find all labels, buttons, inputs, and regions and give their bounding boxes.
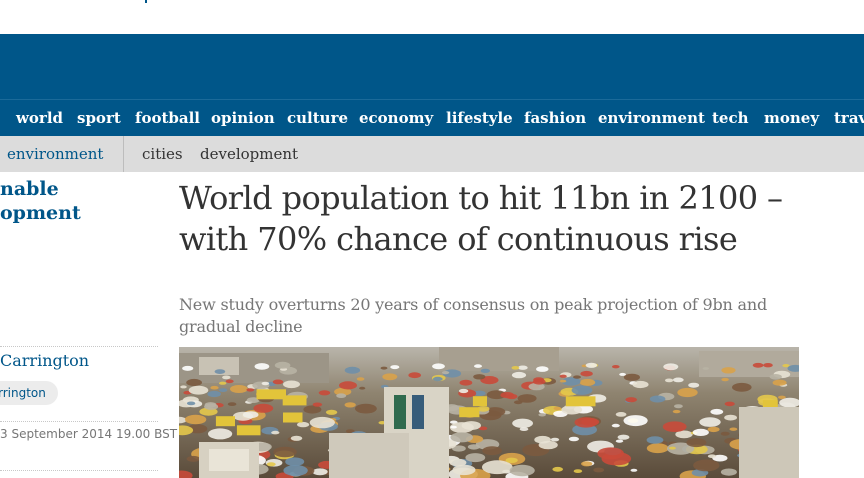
article-photo: [179, 347, 799, 478]
sidebar-divider: [0, 421, 158, 423]
sidebar-divider: [0, 346, 158, 348]
nav-item-sport[interactable]: sport: [77, 109, 121, 127]
byline[interactable]: Carrington: [0, 351, 90, 370]
article-headline: World population to hit 11bn in 2100 – w…: [179, 179, 783, 258]
nav-item-environment[interactable]: environment: [598, 109, 705, 127]
nav-item-travel[interactable]: travel: [834, 109, 864, 127]
top-bar: [0, 0, 864, 34]
dateline: 3 September 2014 19.00 BST: [0, 427, 178, 441]
nav-item-economy[interactable]: economy: [359, 109, 434, 127]
subnav-section-environment[interactable]: environment: [7, 145, 104, 163]
sub-nav: environment cities development: [0, 136, 864, 172]
series-title[interactable]: nable opment: [0, 177, 150, 225]
nav-item-lifestyle[interactable]: lifestyle: [446, 109, 513, 127]
masthead: [0, 34, 864, 99]
nav-item-culture[interactable]: culture: [287, 109, 349, 127]
nav-item-fashion[interactable]: fashion: [524, 109, 587, 127]
crowded-market-photo-icon: [179, 347, 799, 478]
series-title-line-1: nable: [0, 178, 59, 200]
article-standfirst: New study overturns 20 years of consensu…: [179, 295, 767, 336]
series-title-line-2: opment: [0, 202, 81, 224]
nav-item-world[interactable]: world: [16, 109, 64, 127]
subnav-item-development[interactable]: development: [200, 145, 299, 163]
sidebar-divider: [0, 470, 158, 472]
nav-item-opinion[interactable]: opinion: [211, 109, 275, 127]
nav-item-money[interactable]: money: [764, 109, 820, 127]
main-nav: world sport football opinion culture eco…: [0, 99, 864, 136]
subnav-divider: [123, 136, 124, 172]
nav-item-tech[interactable]: tech: [712, 109, 749, 127]
top-mark: [145, 0, 147, 3]
nav-item-football[interactable]: football: [135, 109, 200, 127]
author-tag[interactable]: rrington: [0, 381, 58, 405]
subnav-item-cities[interactable]: cities: [142, 145, 183, 163]
